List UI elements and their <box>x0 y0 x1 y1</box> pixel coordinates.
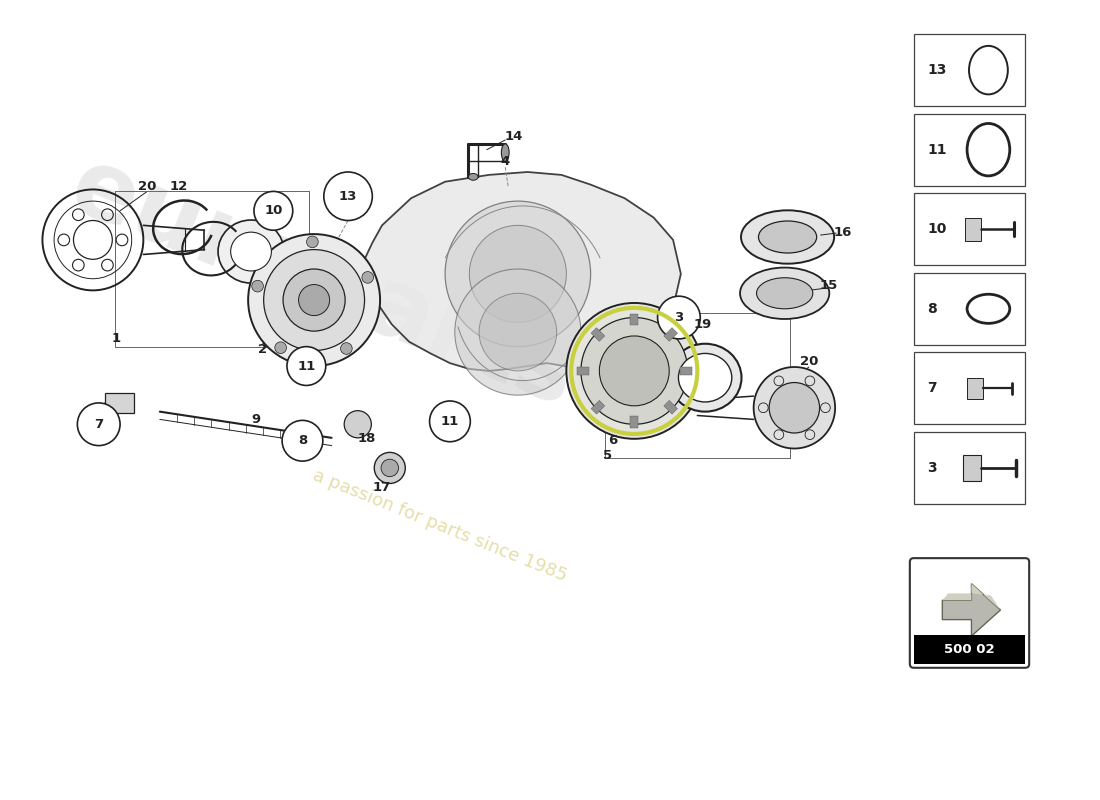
Text: 13: 13 <box>927 63 947 77</box>
Bar <box>914 353 1025 424</box>
Circle shape <box>581 318 688 424</box>
Circle shape <box>341 342 352 354</box>
Text: 5: 5 <box>603 449 612 462</box>
Text: 10: 10 <box>927 222 947 236</box>
Text: 18: 18 <box>358 432 376 446</box>
Bar <box>914 114 1025 186</box>
Bar <box>914 34 1025 106</box>
Text: 8: 8 <box>298 434 307 447</box>
Circle shape <box>298 285 330 315</box>
Ellipse shape <box>759 221 816 253</box>
Circle shape <box>252 280 263 292</box>
Text: 500 02: 500 02 <box>944 643 994 656</box>
Bar <box>967 378 982 399</box>
Bar <box>964 455 981 481</box>
Circle shape <box>249 234 381 366</box>
Text: 11: 11 <box>441 415 459 428</box>
Text: 3: 3 <box>927 461 937 475</box>
Circle shape <box>446 201 591 346</box>
Ellipse shape <box>218 220 284 283</box>
Polygon shape <box>630 314 638 326</box>
Polygon shape <box>591 328 605 342</box>
Circle shape <box>430 401 471 442</box>
Polygon shape <box>104 394 133 413</box>
Text: 14: 14 <box>505 130 524 142</box>
Ellipse shape <box>502 144 509 162</box>
Circle shape <box>754 367 835 449</box>
Text: 15: 15 <box>820 279 837 292</box>
Bar <box>914 635 1025 664</box>
Circle shape <box>478 294 557 371</box>
Circle shape <box>658 296 701 339</box>
Ellipse shape <box>741 210 834 264</box>
Circle shape <box>769 382 820 433</box>
Text: 20: 20 <box>800 354 818 368</box>
Circle shape <box>264 250 364 350</box>
Polygon shape <box>591 400 605 414</box>
Polygon shape <box>630 417 638 428</box>
Ellipse shape <box>669 344 741 412</box>
Circle shape <box>600 336 669 406</box>
Text: a passion for parts since 1985: a passion for parts since 1985 <box>310 466 570 586</box>
Polygon shape <box>578 367 588 374</box>
Circle shape <box>344 410 372 438</box>
Circle shape <box>566 303 702 439</box>
Circle shape <box>282 420 322 461</box>
Ellipse shape <box>469 174 478 180</box>
Text: 1: 1 <box>111 332 121 346</box>
Circle shape <box>77 403 120 446</box>
Text: 17: 17 <box>373 481 392 494</box>
Circle shape <box>254 191 293 230</box>
Circle shape <box>454 269 581 395</box>
Text: 2: 2 <box>258 343 267 356</box>
Circle shape <box>381 459 398 477</box>
Circle shape <box>275 342 286 354</box>
Bar <box>965 218 981 241</box>
Text: 4: 4 <box>500 155 510 168</box>
Polygon shape <box>364 172 681 373</box>
Bar <box>914 432 1025 504</box>
Bar <box>914 194 1025 265</box>
Text: 11: 11 <box>927 142 947 157</box>
Text: 20: 20 <box>138 180 156 193</box>
Bar <box>914 273 1025 345</box>
Polygon shape <box>680 367 692 374</box>
Polygon shape <box>663 400 678 414</box>
Circle shape <box>283 269 345 331</box>
Text: 12: 12 <box>169 180 187 193</box>
Circle shape <box>374 452 405 483</box>
Text: 3: 3 <box>674 311 683 324</box>
Ellipse shape <box>757 278 813 309</box>
Text: 6: 6 <box>608 434 617 447</box>
Text: 19: 19 <box>693 318 712 331</box>
Polygon shape <box>943 584 1001 610</box>
Polygon shape <box>663 328 678 342</box>
Text: 7: 7 <box>927 382 937 395</box>
Circle shape <box>362 271 374 283</box>
Text: 8: 8 <box>927 302 937 316</box>
Text: 7: 7 <box>95 418 103 430</box>
Circle shape <box>307 236 318 248</box>
Text: europarts: europarts <box>57 140 591 427</box>
Text: 13: 13 <box>339 190 358 202</box>
Polygon shape <box>943 584 1001 636</box>
Circle shape <box>323 172 372 221</box>
Ellipse shape <box>740 267 829 319</box>
Text: 9: 9 <box>251 413 261 426</box>
Text: 16: 16 <box>834 226 852 238</box>
Ellipse shape <box>679 354 732 402</box>
Text: 11: 11 <box>297 359 316 373</box>
FancyBboxPatch shape <box>910 558 1030 668</box>
Ellipse shape <box>231 232 272 271</box>
Circle shape <box>470 226 566 322</box>
Text: 10: 10 <box>264 204 283 218</box>
Circle shape <box>287 346 326 386</box>
